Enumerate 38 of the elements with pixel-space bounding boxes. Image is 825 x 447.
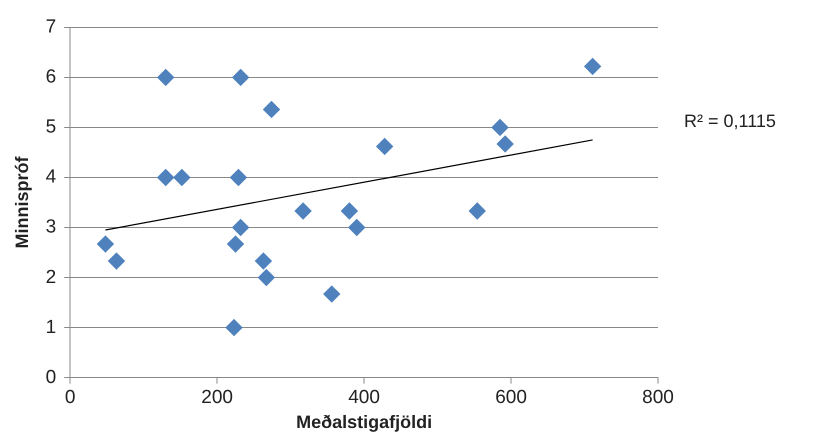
- point: [226, 319, 243, 336]
- point: [173, 168, 190, 186]
- x-tick-label: 600: [495, 387, 527, 408]
- y-tick-label: 4: [46, 166, 57, 188]
- point: [340, 202, 358, 220]
- y-tick-label: 6: [46, 66, 56, 88]
- y-tick-label: 0: [46, 366, 56, 388]
- point: [96, 236, 114, 253]
- y-tick-label: 3: [46, 216, 56, 238]
- y-tick-label: 5: [46, 116, 56, 138]
- point: [232, 68, 250, 86]
- point: [263, 100, 280, 118]
- point: [157, 68, 174, 86]
- point: [294, 202, 312, 220]
- point: [258, 269, 275, 286]
- point: [323, 286, 340, 303]
- x-axis-title: Meðalstigafjöldi: [296, 412, 432, 432]
- point: [496, 135, 514, 152]
- point: [492, 118, 509, 136]
- point: [108, 252, 125, 270]
- point: [348, 219, 366, 236]
- point: [157, 168, 174, 186]
- text: R² = 0,1115: [684, 110, 776, 131]
- x-tick-label: 200: [201, 387, 233, 408]
- x-tick-label: 0: [64, 387, 76, 408]
- point: [232, 219, 250, 236]
- point: [468, 202, 486, 220]
- point: [254, 252, 272, 270]
- point: [226, 236, 244, 253]
- x-tick-label: 400: [348, 387, 380, 408]
- y-tick-label: 1: [46, 316, 56, 338]
- point: [376, 138, 394, 155]
- point: [584, 58, 602, 75]
- y-tick-label: 7: [46, 16, 56, 38]
- point: [230, 168, 247, 186]
- x-tick-label: 800: [642, 387, 674, 408]
- y-tick-label: 2: [46, 266, 56, 288]
- y-axis-title: Minnispróf: [12, 156, 32, 248]
